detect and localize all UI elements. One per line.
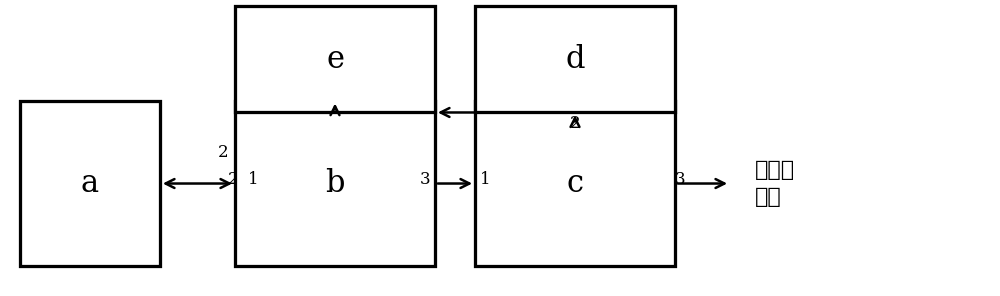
Bar (475, 101, 675, 266)
Text: 1: 1 (480, 170, 491, 188)
Text: 2: 2 (227, 170, 238, 188)
Text: 3: 3 (419, 170, 430, 188)
Text: 2: 2 (217, 144, 228, 161)
Text: 光信号
输出: 光信号 输出 (755, 160, 795, 207)
Text: b: b (325, 168, 345, 199)
Text: e: e (326, 44, 344, 75)
Text: 2: 2 (570, 115, 580, 132)
Text: a: a (81, 168, 99, 199)
Text: d: d (565, 44, 585, 75)
Bar (235, 6, 435, 112)
Text: 3: 3 (675, 170, 686, 188)
Text: c: c (566, 168, 584, 199)
Bar (475, 6, 675, 112)
Text: 1: 1 (248, 170, 259, 188)
Bar (235, 101, 435, 266)
Bar (20, 101, 160, 266)
